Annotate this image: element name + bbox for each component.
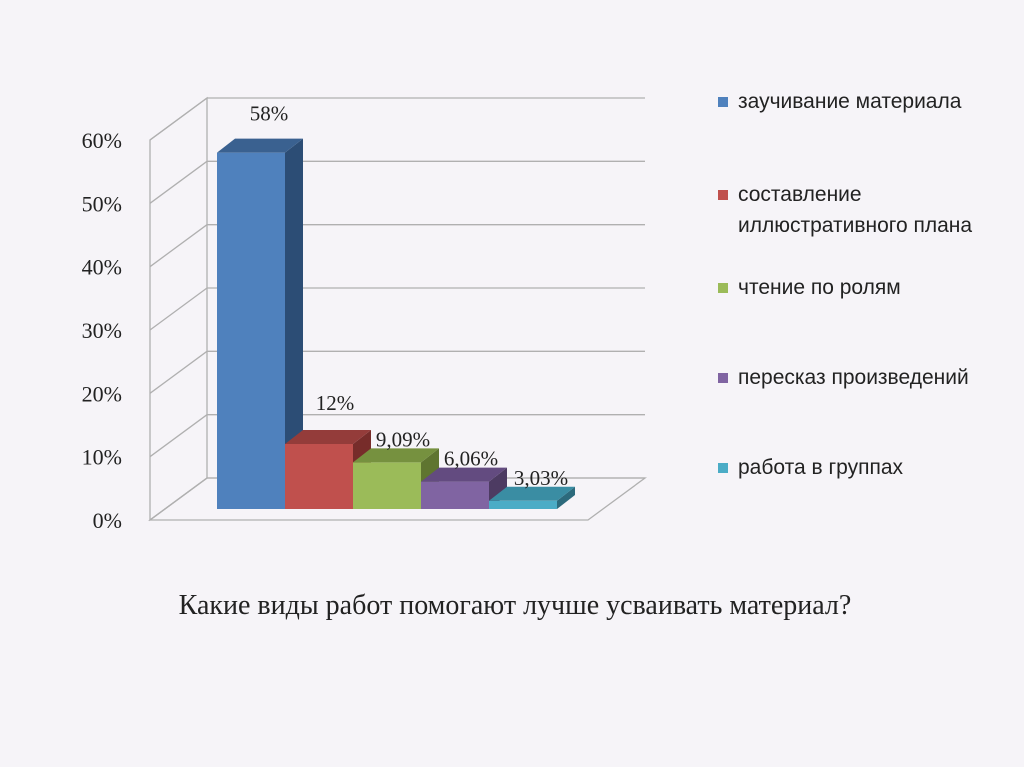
- y-tick-label: 30%: [82, 318, 122, 343]
- data-label: 58%: [250, 102, 289, 126]
- legend-label: работа в группах: [738, 456, 904, 479]
- y-tick-label: 40%: [82, 255, 122, 280]
- bar-front: [353, 462, 421, 509]
- data-label: 12%: [316, 391, 355, 415]
- y-tick-label: 50%: [82, 191, 122, 216]
- y-axis-ticks: 0% 10% 20% 30% 40% 50% 60%: [82, 128, 122, 533]
- bar: [489, 486, 575, 509]
- bar-top: [217, 138, 303, 153]
- grid-diagonal: [149, 414, 208, 458]
- bar-side: [285, 138, 303, 509]
- data-label: 3,03%: [514, 466, 568, 490]
- y-tick-label: 20%: [82, 381, 122, 406]
- bar-front: [421, 481, 489, 509]
- bar: [217, 138, 303, 509]
- legend-swatch: [718, 97, 728, 107]
- legend-label: пересказ произведений: [738, 366, 969, 389]
- grid-diagonal: [149, 160, 208, 204]
- chart-title: Какие виды работ помогают лучше усваиват…: [178, 590, 852, 621]
- bar-side: [557, 486, 575, 509]
- legend-swatch: [718, 190, 728, 200]
- bar-front: [217, 152, 285, 509]
- legend-swatch: [718, 283, 728, 293]
- grid-diagonal: [149, 287, 208, 331]
- bar-front: [285, 444, 353, 509]
- bar-top: [285, 430, 371, 444]
- bar: [353, 448, 439, 509]
- y-tick-label: 10%: [82, 445, 122, 470]
- legend-swatch: [718, 463, 728, 473]
- data-labels: 58% 12% 9,09% 6,06% 3,03%: [250, 102, 568, 490]
- y-tick-label: 60%: [82, 128, 122, 153]
- bar-top: [353, 448, 439, 463]
- bar-front: [489, 500, 557, 509]
- grid-diagonal: [149, 477, 208, 521]
- bars: [217, 138, 575, 509]
- grid-diagonal: [149, 350, 208, 394]
- legend-label: составление иллюстративного плана: [738, 183, 973, 237]
- bar-top: [489, 486, 575, 501]
- legend-swatch: [718, 373, 728, 383]
- data-label: 6,06%: [444, 447, 498, 471]
- legend-label: заучивание материала: [738, 90, 962, 113]
- data-label: 9,09%: [376, 427, 430, 451]
- legend-label: чтение по ролям: [738, 276, 901, 299]
- y-tick-label: 0%: [93, 508, 122, 533]
- bar-top: [421, 467, 507, 482]
- bar-chart: 0% 10% 20% 30% 40% 50% 60% 58% 12% 9,09% 6,06% 3,0…: [82, 96, 647, 533]
- grid-diagonal: [149, 97, 208, 141]
- grid-diagonal: [149, 224, 208, 268]
